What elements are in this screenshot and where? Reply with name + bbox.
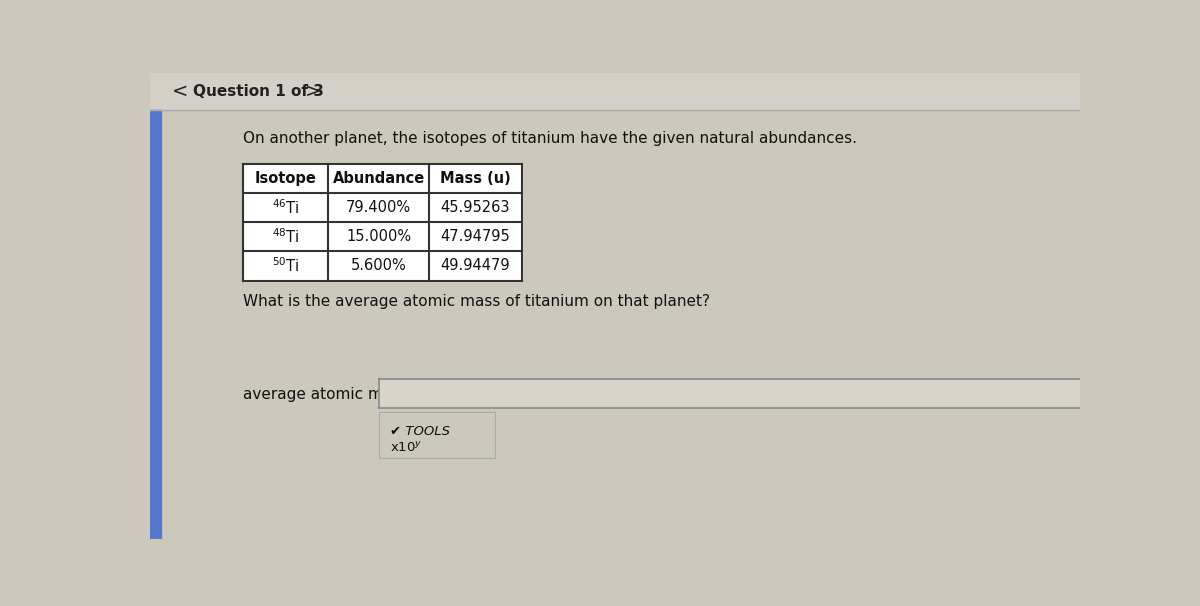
Text: x10$^{y}$: x10$^{y}$ [390, 441, 422, 454]
Text: 47.94795: 47.94795 [440, 229, 510, 244]
Text: <: < [172, 82, 188, 101]
Text: 49.94479: 49.94479 [440, 259, 510, 273]
Text: What is the average atomic mass of titanium on that planet?: What is the average atomic mass of titan… [242, 295, 710, 310]
Text: Abundance: Abundance [332, 171, 425, 185]
Bar [379, 379, 1080, 408]
Text: average atomic mass =: average atomic mass = [242, 387, 426, 402]
Text: $^{48}$Ti: $^{48}$Ti [272, 227, 299, 246]
Bar [379, 411, 494, 458]
Text: 15.000%: 15.000% [346, 229, 412, 244]
Text: 5.600%: 5.600% [350, 259, 407, 273]
Bar [242, 164, 522, 281]
Text: $^{46}$Ti: $^{46}$Ti [272, 198, 299, 217]
Text: $^{50}$Ti: $^{50}$Ti [272, 256, 299, 275]
Bar [150, 73, 1080, 110]
Text: On another planet, the isotopes of titanium have the given natural abundances.: On another planet, the isotopes of titan… [242, 132, 857, 146]
Text: Mass (u): Mass (u) [440, 171, 511, 185]
Text: 45.95263: 45.95263 [440, 200, 510, 215]
Bar [379, 411, 494, 458]
Bar [150, 110, 161, 539]
Text: >: > [305, 82, 322, 101]
Text: ✔ TOOLS: ✔ TOOLS [390, 425, 450, 438]
Text: Question 1 of 3: Question 1 of 3 [193, 84, 324, 99]
Text: 79.400%: 79.400% [346, 200, 412, 215]
Text: Isotope: Isotope [254, 171, 317, 185]
